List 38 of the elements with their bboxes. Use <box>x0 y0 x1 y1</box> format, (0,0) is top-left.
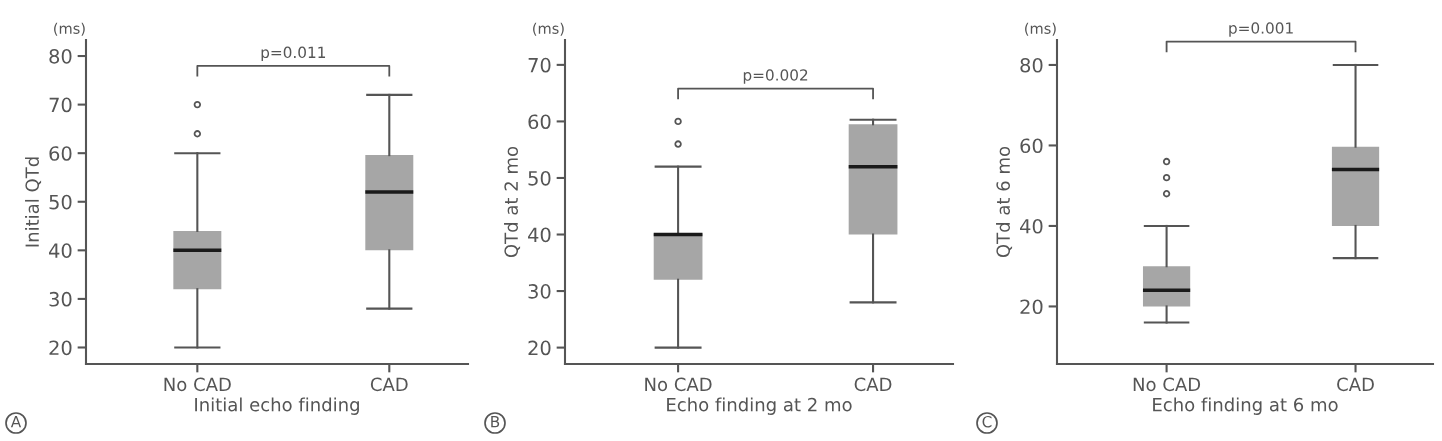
x-axis-title: Echo finding at 6 mo <box>1153 397 1338 415</box>
text: (ms) <box>54 22 85 36</box>
y-tick-label: 80 <box>1020 57 1043 73</box>
text: (ms) <box>533 22 564 36</box>
y-tick-label: 20 <box>528 340 551 356</box>
text: A <box>10 416 22 428</box>
text: p=0.001 <box>1229 22 1293 37</box>
y-tick-label: 60 <box>1020 138 1043 154</box>
y-tick-label: 70 <box>528 57 551 73</box>
y-axis-title: QTd at 6 mo <box>996 146 1013 258</box>
y-tick-label: 50 <box>528 170 551 186</box>
annotation: p=0.011 <box>261 46 326 62</box>
x-tick-label: CAD <box>854 377 892 392</box>
x-axis-title: Echo finding at 2 mo <box>667 397 852 415</box>
x-tick-label: No CAD <box>645 377 712 392</box>
y-tick-label: 40 <box>1020 218 1043 234</box>
y-axis-title: Initial QTd <box>25 157 42 247</box>
x-tick-label: No CAD <box>164 377 231 392</box>
y-tick-label: 80 <box>49 48 72 64</box>
x-tick-label: CAD <box>1337 377 1374 392</box>
y-tick-label: 40 <box>528 227 551 243</box>
y-tick-label: 60 <box>49 146 72 161</box>
y-tick-label: 30 <box>528 284 551 299</box>
y-tick-label: 70 <box>49 97 72 113</box>
text: (ms) <box>1025 22 1056 36</box>
y-axis-title: QTd at 2 mo <box>504 146 521 258</box>
x-axis-title: Initial echo finding <box>195 397 359 415</box>
y-tick-label: 30 <box>49 291 72 307</box>
x-tick-label: CAD <box>370 377 408 392</box>
y-tick-label: 50 <box>49 194 72 210</box>
text: B <box>491 416 500 428</box>
y-tick-label: 20 <box>49 340 72 356</box>
y-tick-label: 40 <box>49 243 72 258</box>
y-tick-label: 60 <box>528 114 551 130</box>
annotation: p=0.002 <box>743 69 808 84</box>
y-tick-label: 20 <box>1020 299 1043 315</box>
text: C <box>982 415 992 428</box>
x-tick-label: No CAD <box>1133 377 1201 392</box>
